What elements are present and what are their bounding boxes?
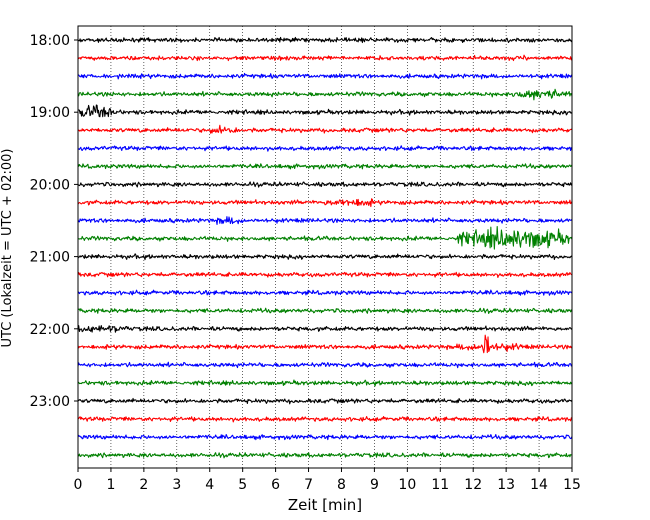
x-ticks: 0 1 2 3 4 5 6 7 8 9 10 11 12 13 14 15 [74,468,581,493]
trace-2330 [77,433,573,441]
x-tick-label: 5 [238,477,247,493]
x-tick-label: 4 [205,477,214,493]
trace-2030 [77,216,573,225]
trace-2200 [77,325,573,333]
trace-2115 [77,271,573,279]
trace-2300 [77,397,573,405]
x-tick-label: 10 [398,477,416,493]
trace-2145 [77,307,573,314]
x-tick-label: 1 [106,477,115,493]
plot-frame [77,25,573,469]
x-tick-label: 11 [431,477,449,493]
y-tick-label: 22:00 [30,322,70,338]
trace-1945 [77,163,573,170]
x-tick-label: 13 [497,477,515,493]
y-tick-label: 23:00 [30,394,70,410]
trace-1830 [77,72,573,80]
trace-1915 [77,124,573,134]
x-tick-label: 2 [139,477,148,493]
x-tick-label: 7 [304,477,313,493]
trace-2130 [77,289,573,296]
trace-2000 [77,181,573,188]
trace-1800 [77,36,573,44]
y-tick-label: 18:00 [30,33,70,49]
y-tick-label: 21:00 [30,250,70,266]
x-tick-label: 14 [530,477,548,493]
x-tick-label: 12 [464,477,482,493]
y-tick-label: 19:00 [30,105,70,121]
trace-2015 [77,198,573,208]
x-tick-label: 9 [370,477,379,493]
trace-2045 [77,226,573,250]
trace-2345 [77,452,573,459]
trace-layer [77,36,573,459]
trace-2315 [77,415,573,423]
trace-1845 [77,88,573,101]
trace-2230 [77,361,573,369]
trace-1900 [77,104,573,118]
trace-1930 [77,145,573,152]
x-tick-label: 0 [74,477,83,493]
x-tick-label: 8 [337,477,346,493]
trace-2245 [77,379,573,387]
trace-2100 [77,253,573,261]
x-tick-label: 3 [172,477,181,493]
x-tick-label: 15 [563,477,581,493]
y-axis-label: UTC (Lokalzeit = UTC + 02:00) [0,149,15,348]
x-axis-label: Zeit [min] [288,496,362,514]
trace-2215 [77,334,573,354]
y-ticks: 18:00 19:00 20:00 21:00 22:00 23:00 [30,33,78,410]
trace-1815 [77,54,573,62]
y-tick-label: 20:00 [30,177,70,193]
x-tick-label: 6 [271,477,280,493]
